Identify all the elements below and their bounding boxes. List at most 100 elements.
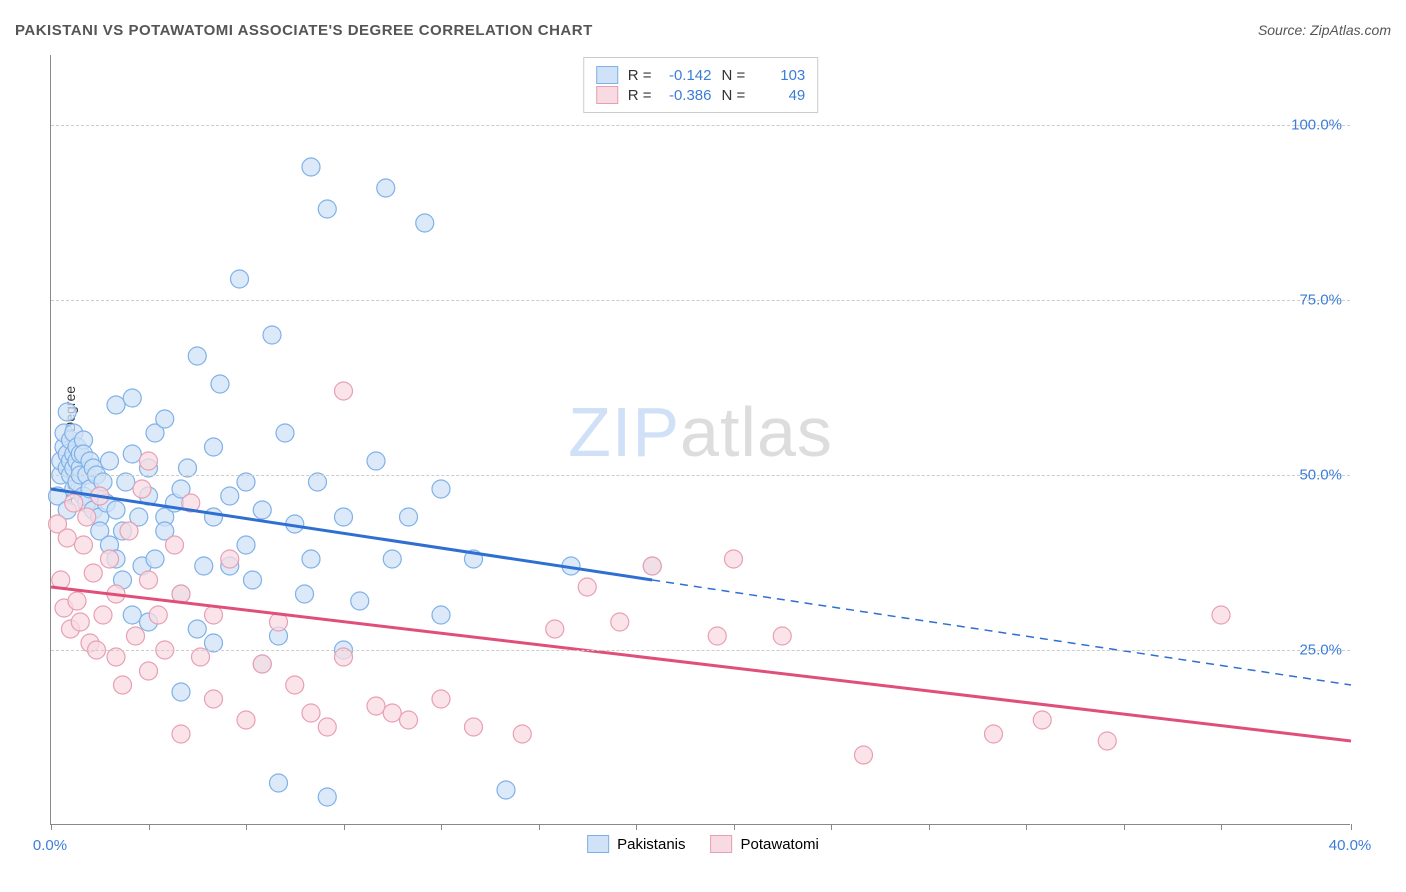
data-point — [1212, 606, 1230, 624]
data-point — [302, 550, 320, 568]
x-tick — [831, 824, 832, 830]
data-point — [513, 725, 531, 743]
data-point — [611, 613, 629, 631]
data-point — [432, 606, 450, 624]
data-point — [146, 550, 164, 568]
data-point — [84, 564, 102, 582]
data-point — [172, 725, 190, 743]
x-tick — [246, 824, 247, 830]
gridline — [51, 650, 1350, 651]
legend-item: Potawatomi — [711, 835, 819, 853]
data-point — [377, 179, 395, 197]
stats-legend-row: R = -0.142 N = 103 — [596, 66, 806, 84]
data-point — [205, 438, 223, 456]
r-value: -0.142 — [662, 67, 712, 84]
data-point — [166, 536, 184, 554]
x-tick — [441, 824, 442, 830]
data-point — [78, 508, 96, 526]
data-point — [643, 557, 661, 575]
legend-swatch — [596, 66, 618, 84]
data-point — [286, 676, 304, 694]
data-point — [367, 452, 385, 470]
x-tick — [149, 824, 150, 830]
data-point — [101, 550, 119, 568]
data-point — [172, 683, 190, 701]
data-point — [1098, 732, 1116, 750]
data-point — [120, 522, 138, 540]
r-label: R = — [628, 87, 652, 104]
data-point — [75, 536, 93, 554]
x-tick — [539, 824, 540, 830]
source-label: Source: ZipAtlas.com — [1258, 22, 1391, 38]
data-point — [985, 725, 1003, 743]
legend-swatch — [587, 835, 609, 853]
data-point — [149, 606, 167, 624]
y-tick-label: 75.0% — [1299, 292, 1342, 309]
data-point — [195, 557, 213, 575]
data-point — [708, 627, 726, 645]
x-tick — [1026, 824, 1027, 830]
data-point — [205, 606, 223, 624]
data-point — [578, 578, 596, 596]
data-point — [855, 746, 873, 764]
x-tick — [929, 824, 930, 830]
data-point — [465, 718, 483, 736]
data-point — [367, 697, 385, 715]
data-point — [416, 214, 434, 232]
data-point — [335, 382, 353, 400]
data-point — [65, 494, 83, 512]
data-point — [123, 445, 141, 463]
series-legend: PakistanisPotawatomi — [587, 835, 819, 853]
data-point — [237, 536, 255, 554]
data-point — [383, 550, 401, 568]
data-point — [276, 424, 294, 442]
x-label-left: 0.0% — [33, 837, 67, 854]
n-value: 49 — [755, 87, 805, 104]
data-point — [263, 326, 281, 344]
data-point — [773, 627, 791, 645]
data-point — [114, 676, 132, 694]
data-point — [296, 585, 314, 603]
data-point — [101, 452, 119, 470]
r-value: -0.386 — [662, 87, 712, 104]
x-tick — [1351, 824, 1352, 830]
r-label: R = — [628, 67, 652, 84]
data-point — [335, 508, 353, 526]
n-label: N = — [722, 67, 746, 84]
data-point — [68, 592, 86, 610]
chart-container: PAKISTANI VS POTAWATOMI ASSOCIATE'S DEGR… — [0, 0, 1406, 892]
gridline — [51, 475, 1350, 476]
data-point — [123, 606, 141, 624]
data-point — [71, 613, 89, 631]
n-label: N = — [722, 87, 746, 104]
stats-legend-row: R = -0.386 N = 49 — [596, 86, 806, 104]
data-point — [253, 655, 271, 673]
data-point — [231, 270, 249, 288]
data-point — [205, 690, 223, 708]
data-point — [318, 718, 336, 736]
data-point — [351, 592, 369, 610]
data-point — [140, 662, 158, 680]
data-point — [221, 550, 239, 568]
data-point — [400, 508, 418, 526]
data-point — [432, 690, 450, 708]
data-point — [127, 627, 145, 645]
data-point — [123, 389, 141, 407]
data-point — [383, 704, 401, 722]
x-tick — [344, 824, 345, 830]
data-point — [58, 403, 76, 421]
gridline — [51, 125, 1350, 126]
x-tick — [1124, 824, 1125, 830]
x-tick — [51, 824, 52, 830]
data-point — [188, 347, 206, 365]
plot-area: ZIPatlas R =-0.142N =103R =-0.386N =49 2… — [50, 55, 1350, 825]
scatter-svg — [51, 55, 1350, 824]
stats-legend: R = -0.142 N = 103 R = -0.386 N = 49 — [583, 57, 819, 113]
data-point — [211, 375, 229, 393]
x-label-right: 40.0% — [1329, 837, 1372, 854]
data-point — [188, 620, 206, 638]
data-point — [1033, 711, 1051, 729]
n-value: 103 — [755, 67, 805, 84]
data-point — [58, 529, 76, 547]
data-point — [302, 704, 320, 722]
